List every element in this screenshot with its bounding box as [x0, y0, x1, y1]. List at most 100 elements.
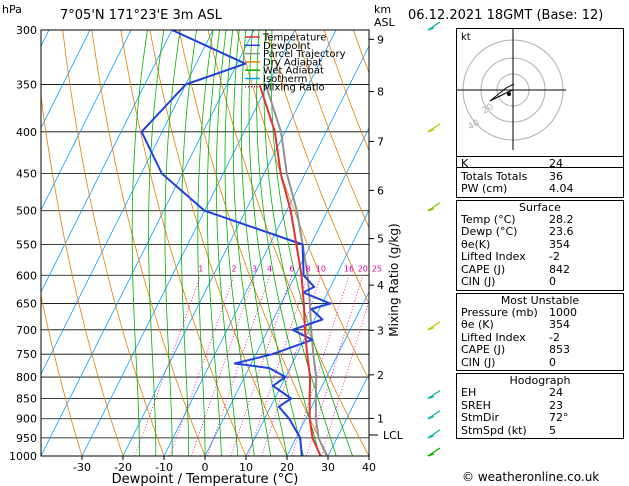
surface-row: Temp (°C) 28.2 — [457, 213, 623, 227]
index-value: 24 — [549, 157, 563, 170]
row-label: CIN (J) — [461, 355, 496, 369]
row-label: Lifted Index — [461, 250, 526, 263]
lcl-label: LCL — [383, 429, 404, 442]
isotherm — [0, 30, 8, 456]
hodo-storm-motion — [507, 92, 511, 96]
wind-barb — [427, 202, 441, 212]
isotherm — [245, 209, 369, 456]
hodograph-title: Hodograph — [509, 374, 571, 387]
km-tick-label: 3 — [377, 324, 384, 337]
row-value: 1000 — [549, 305, 577, 319]
surface-row: Lifted Index -2 — [457, 250, 623, 264]
row-value: 0 — [549, 355, 556, 369]
dry-adiabat — [41, 93, 124, 456]
row-label: SREH — [461, 398, 491, 412]
mixing-ratio-label: 3 — [252, 264, 257, 273]
mixing-ratio-line — [207, 275, 271, 456]
mu-row: θe (K) 354 — [457, 318, 623, 332]
surface-row: CAPE (J) 842 — [457, 263, 623, 277]
pressure-tick-label: 900 — [16, 413, 37, 426]
isotherm — [81, 30, 296, 456]
wet-adiabat — [232, 30, 271, 456]
row-value: 5 — [549, 423, 556, 437]
mixing-ratio-label: 1 — [198, 264, 203, 273]
indices-table: K 24 Totals Totals 36 PW (cm) 4.04 Surface … — [456, 156, 624, 439]
legend-label: Dewpoint — [263, 41, 311, 52]
dry-adiabat — [294, 30, 369, 229]
temp-tick-label: 30 — [321, 461, 335, 474]
pressure-tick-label: 500 — [16, 205, 37, 218]
wet-adiabat — [148, 30, 165, 456]
mu-row: CIN (J) 0 — [457, 355, 623, 370]
row-label: StmDir — [461, 411, 500, 424]
pressure-tick-label: 400 — [16, 126, 37, 139]
row-value: 354 — [549, 318, 570, 331]
temp-tick-label: -20 — [114, 461, 132, 474]
index-value: 36 — [549, 169, 563, 183]
km-tick-label: 7 — [377, 135, 384, 148]
wind-barb-flag — [427, 435, 435, 439]
pressure-tick-label: 850 — [16, 392, 37, 405]
hodo-row: StmSpd (kt) 5 — [457, 423, 623, 438]
row-value: 0 — [549, 275, 556, 288]
surface-section: Surface Temp (°C) 28.2 Dewp (°C) 23.6 θe(K… — [456, 199, 624, 291]
hodo-row: SREH 23 — [457, 398, 623, 413]
wet-adiabat — [240, 30, 288, 456]
dry-adiabat — [178, 30, 329, 456]
mixing-ratio-line — [134, 275, 202, 456]
most-unstable-title: Most Unstable — [500, 293, 580, 307]
row-label: Dewp (°C) — [461, 225, 518, 238]
isotherm — [163, 45, 369, 456]
index-row-k: K 24 — [457, 157, 623, 171]
index-row-tt: Totals Totals 36 — [457, 169, 623, 184]
hodograph: kt 20 40 — [456, 28, 624, 168]
pressure-tick-label: 700 — [16, 324, 37, 337]
index-label: Totals Totals — [461, 169, 528, 183]
legend-label: Dry Adiabat — [263, 57, 322, 68]
wind-barb-flag — [427, 208, 435, 212]
temp-tick-label: 10 — [239, 461, 253, 474]
temp-tick-label: -10 — [155, 461, 173, 474]
wet-adiabat — [197, 30, 214, 456]
datetime-title: 06.12.2021 18GMT (Base: 12) — [408, 8, 603, 23]
wind-barb-flag — [427, 327, 435, 331]
wind-barb — [427, 410, 441, 420]
temp-tick-label: 20 — [280, 461, 294, 474]
row-value: 23.6 — [549, 225, 574, 238]
wet-adiabat — [180, 30, 197, 456]
temp-tick-label: 40 — [362, 461, 376, 474]
dry-adiabat — [120, 30, 247, 456]
row-label: EH — [461, 386, 477, 399]
pressure-tick-label: 650 — [16, 298, 37, 311]
location-title: 7°05'N 171°23'E 3m ASL — [60, 8, 223, 23]
isotherm — [327, 373, 369, 456]
row-label: Lifted Index — [461, 330, 526, 344]
hodo-row: StmDir 72° — [457, 411, 623, 425]
hodograph-unit: kt — [461, 32, 471, 43]
mu-row: Pressure (mb) 1000 — [457, 305, 623, 320]
temp-tick-label: -30 — [73, 461, 91, 474]
x-axis-label: Dewpoint / Temperature (°C) — [112, 472, 299, 486]
wind-barb-flag — [427, 27, 435, 31]
km-tick-label: 1 — [377, 412, 384, 425]
parcel-trajectory-line — [264, 84, 328, 456]
dry-adiabat — [265, 30, 369, 305]
surface-row: CIN (J) 0 — [457, 275, 623, 289]
dewpoint-line — [140, 30, 332, 456]
wind-barb — [427, 123, 441, 133]
row-label: Pressure (mb) — [461, 305, 538, 319]
dry-adiabat — [207, 30, 369, 456]
legend-label: Mixing Ratio — [263, 82, 325, 93]
mu-row: Lifted Index -2 — [457, 330, 623, 345]
indices-section: K 24 Totals Totals 36 PW (cm) 4.04 — [456, 156, 624, 198]
legend-label: Temperature — [262, 33, 326, 44]
index-value: 4.04 — [549, 182, 574, 195]
legend-label: Isotherm — [263, 74, 307, 85]
dry-adiabat — [62, 30, 165, 456]
row-value: 23 — [549, 398, 563, 412]
index-label: K — [461, 157, 469, 170]
footer-credit[interactable]: © weatheronline.co.uk — [462, 470, 600, 484]
isotherm — [286, 291, 369, 456]
wind-barb — [427, 429, 441, 439]
